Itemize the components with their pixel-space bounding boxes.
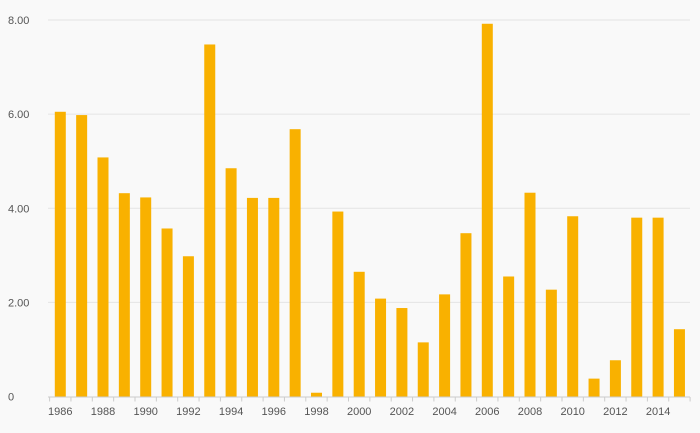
bar-1996 (268, 197, 280, 397)
bar-1997 (289, 129, 301, 397)
bar-2007 (503, 276, 515, 397)
x-tick-label: 2000 (347, 406, 371, 418)
x-tick-label: 2014 (646, 406, 670, 418)
bar-2003 (417, 342, 429, 397)
x-tick-label: 2008 (518, 406, 542, 418)
bar-1999 (332, 211, 344, 397)
x-tick-label: 2002 (390, 406, 414, 418)
bar-2008 (524, 192, 536, 397)
y-axis-tick-labels: 0 2.00 4.00 6.00 8.00 (8, 15, 29, 404)
y-tick-label: 4.00 (8, 203, 29, 215)
bar-1992 (182, 256, 194, 397)
x-tick-label: 1994 (219, 406, 243, 418)
x-axis-tick-labels: 1986 1988 1990 1992 1994 1996 1998 2000 2002 2004… (48, 406, 670, 418)
bar-1986 (54, 111, 66, 397)
bar-2009 (545, 289, 557, 397)
bar-2013 (631, 217, 643, 397)
bar-1995 (246, 197, 258, 397)
x-tick-label: 1990 (133, 406, 157, 418)
gridlines (48, 19, 690, 303)
y-tick-label: 6.00 (8, 109, 29, 121)
bar-2000 (353, 271, 365, 397)
bar-2012 (609, 360, 621, 397)
bar-2005 (460, 233, 472, 397)
bars (54, 23, 685, 397)
bar-1987 (76, 115, 88, 397)
x-tick-label: 1986 (48, 406, 72, 418)
x-tick-label: 1996 (262, 406, 286, 418)
x-tick-label: 2012 (603, 406, 627, 418)
x-tick-label: 1998 (304, 406, 328, 418)
bar-1988 (97, 157, 109, 397)
bar-1994 (225, 168, 237, 397)
bar-2015 (673, 329, 685, 397)
y-tick-label: 2.00 (8, 297, 29, 309)
bar-1991 (161, 228, 173, 397)
bar-2001 (375, 298, 387, 397)
x-tick-label: 2006 (475, 406, 499, 418)
x-tick-label: 2004 (432, 406, 456, 418)
bar-2010 (567, 216, 579, 397)
x-tick-label: 2010 (560, 406, 584, 418)
x-axis (48, 396, 691, 402)
bar-2014 (652, 217, 664, 397)
bar-2011 (588, 378, 600, 397)
bar-1993 (204, 44, 216, 397)
x-tick-label: 1988 (91, 406, 115, 418)
bar-1989 (118, 193, 130, 397)
bar-1998 (311, 392, 322, 397)
bar-2002 (396, 308, 408, 397)
bar-2004 (439, 294, 451, 397)
bar-1990 (140, 197, 152, 397)
y-tick-label: 8.00 (8, 15, 29, 27)
x-tick-label: 1992 (176, 406, 200, 418)
bar-2006 (481, 23, 493, 397)
y-tick-label: 0 (8, 392, 14, 404)
